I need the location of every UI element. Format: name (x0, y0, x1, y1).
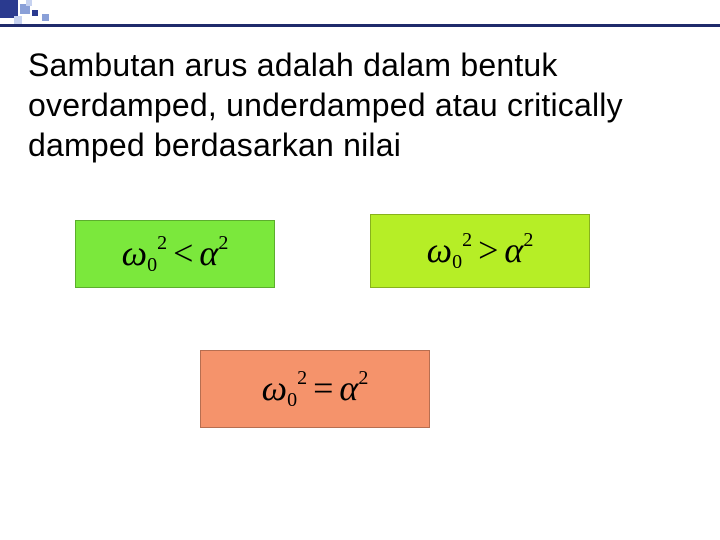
formula-underdamped-expr: ω02>α2 (427, 229, 534, 274)
omega-sub: 0 (147, 254, 157, 276)
deco-square (42, 14, 49, 21)
formula-overdamped: ω02<α2 (75, 220, 275, 288)
formula-critical: ω02=α2 (200, 350, 430, 428)
alpha-symbol: α (504, 230, 523, 270)
omega-symbol: ω (427, 230, 452, 270)
omega-sup: 2 (157, 232, 167, 254)
deco-square (14, 16, 22, 24)
alpha-sup: 2 (523, 229, 533, 251)
omega-sub: 0 (452, 251, 462, 273)
alpha-symbol: α (199, 233, 218, 273)
omega-sub: 0 (287, 389, 297, 411)
formula-underdamped: ω02>α2 (370, 214, 590, 288)
alpha-sup: 2 (218, 232, 228, 254)
omega-symbol: ω (262, 368, 287, 408)
slide-content: Sambutan arus adalah dalam bentuk overda… (28, 45, 692, 165)
omega-sup: 2 (462, 229, 472, 251)
deco-square (26, 0, 32, 6)
alpha-symbol: α (339, 368, 358, 408)
relation-op: < (167, 233, 199, 273)
formula-overdamped-expr: ω02<α2 (122, 232, 229, 277)
relation-op: > (472, 230, 504, 270)
formula-critical-expr: ω02=α2 (262, 367, 369, 412)
omega-symbol: ω (122, 233, 147, 273)
slide-top-rule (0, 24, 720, 27)
paragraph-text: Sambutan arus adalah dalam bentuk overda… (28, 45, 692, 165)
alpha-sup: 2 (358, 367, 368, 389)
omega-sup: 2 (297, 367, 307, 389)
relation-op: = (307, 368, 339, 408)
deco-square (32, 10, 38, 16)
